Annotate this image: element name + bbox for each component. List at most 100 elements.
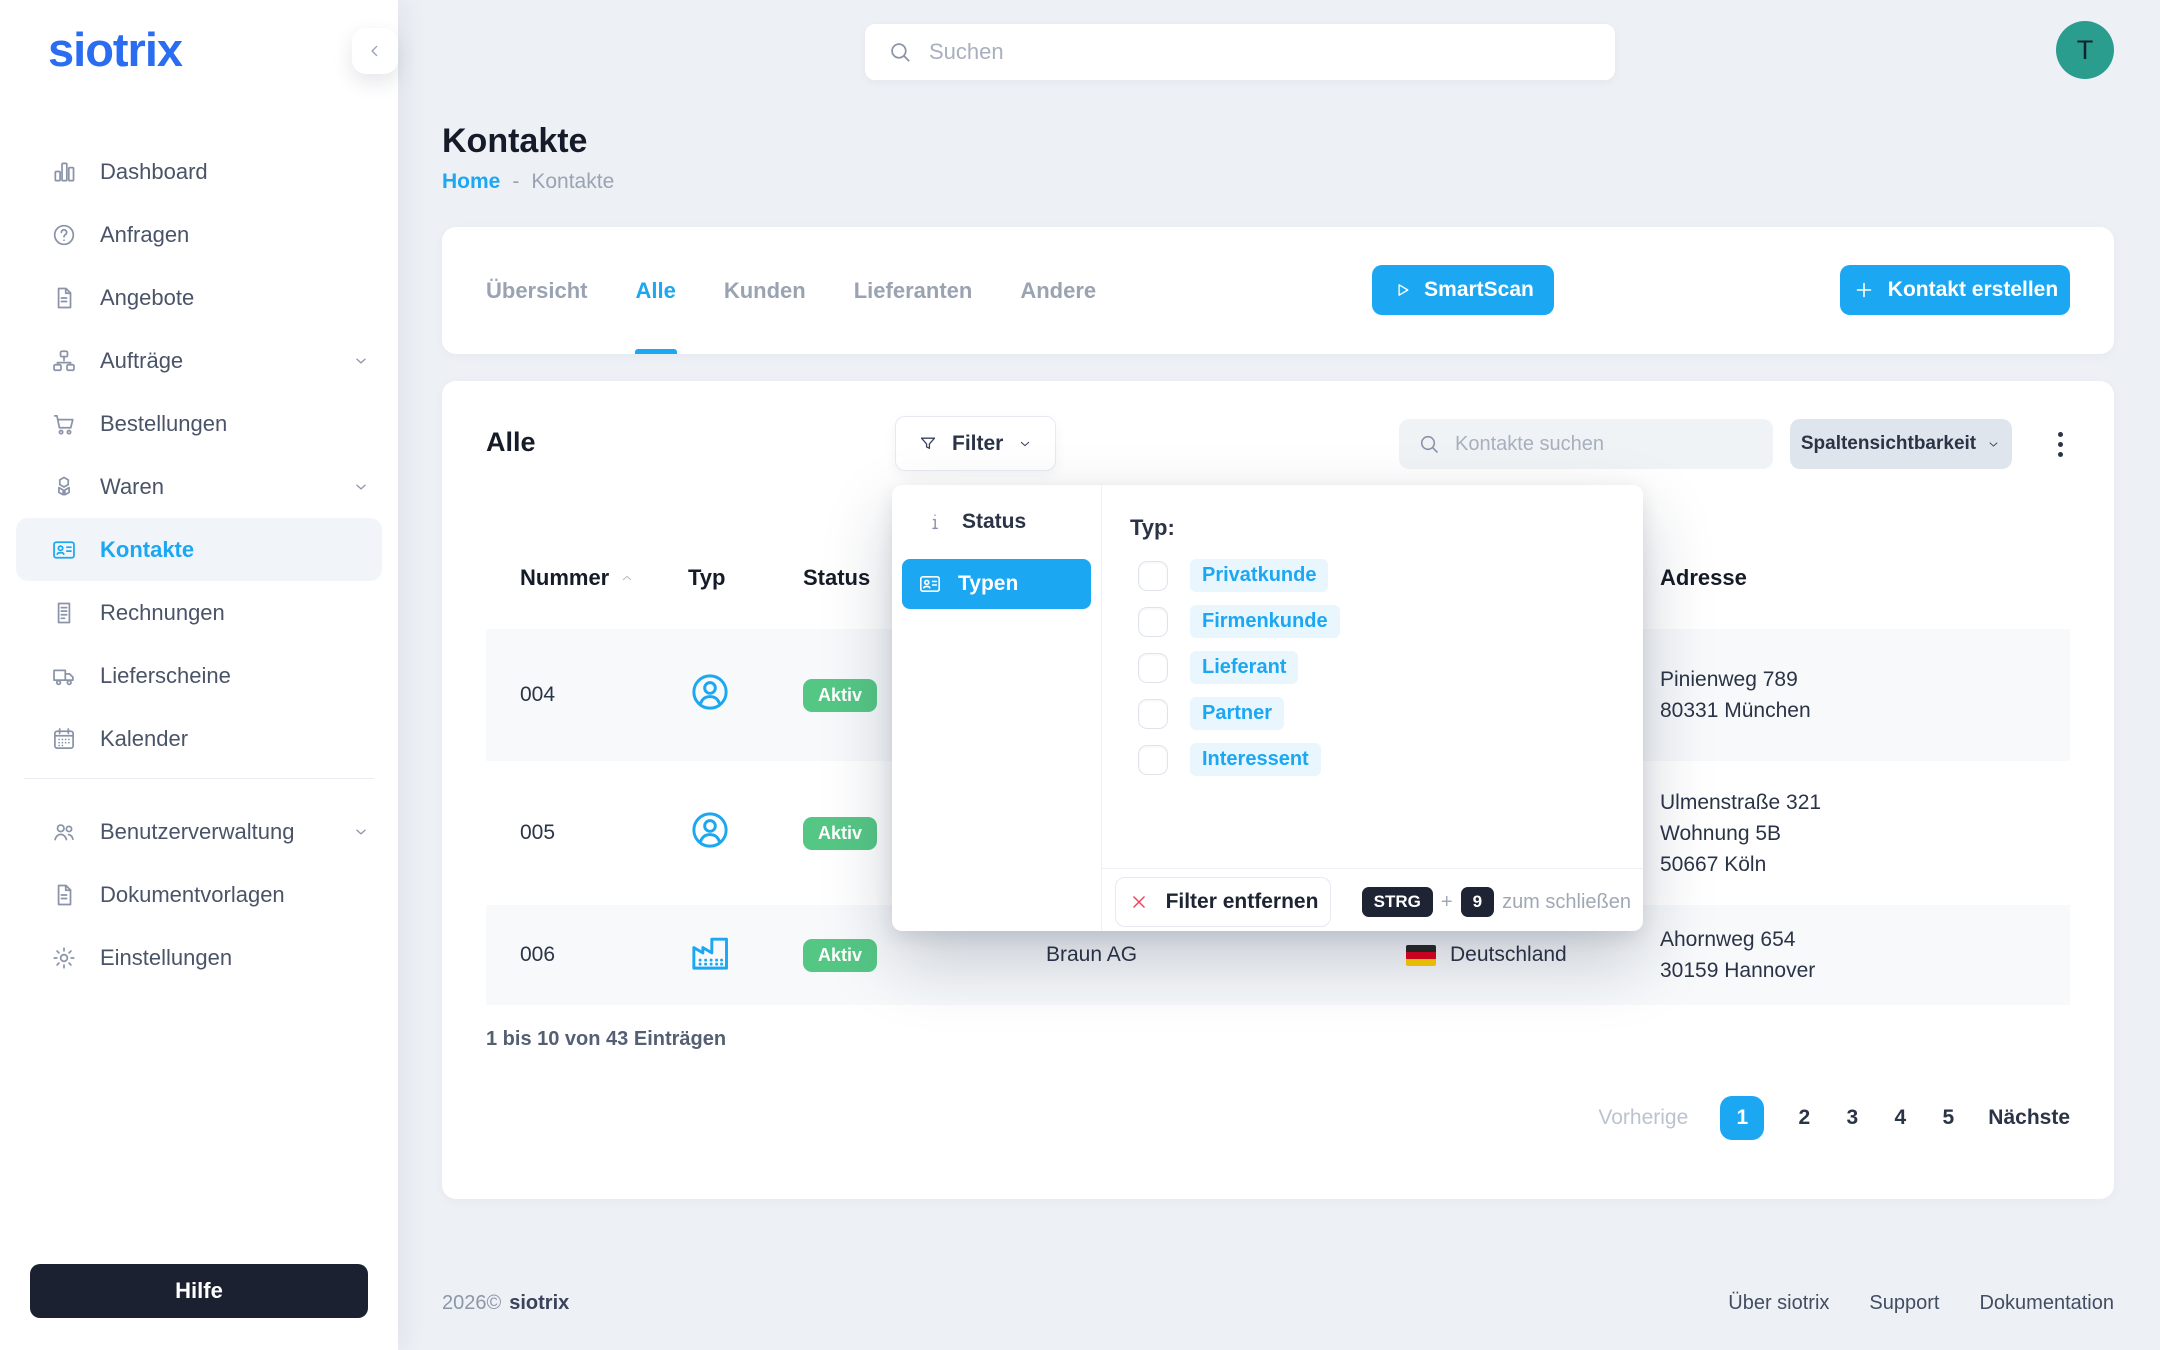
contacts-search-input[interactable] <box>1455 432 1755 456</box>
footer-link-dokumentation[interactable]: Dokumentation <box>1979 1292 2114 1314</box>
column-visibility-button[interactable]: Spaltensichtbarkeit <box>1790 419 2012 469</box>
column-header-status: Status <box>803 564 871 590</box>
sidebar-nav-secondary: Benutzerverwaltung Dokumentvorlagen Einste… <box>0 800 398 989</box>
filter-option-partner[interactable]: Partner <box>1138 697 1340 730</box>
sort-asc-icon <box>619 570 635 586</box>
filter-menu-status[interactable]: Status <box>902 497 1091 547</box>
tab-lieferanten[interactable]: Lieferanten <box>853 277 973 303</box>
footer-link--ber-siotrix[interactable]: Über siotrix <box>1728 1292 1830 1314</box>
global-search <box>865 24 1615 80</box>
pagination-prev[interactable]: Vorherige <box>1598 1106 1689 1129</box>
sidebar-item-auftr-ge[interactable]: Aufträge <box>0 329 398 392</box>
sidebar-item-einstellungen[interactable]: Einstellungen <box>0 926 398 989</box>
x-icon <box>1128 891 1150 913</box>
sidebar-collapse-button[interactable] <box>352 28 398 74</box>
sidebar-item-dashboard[interactable]: Dashboard <box>0 140 398 203</box>
checkbox[interactable] <box>1138 744 1168 775</box>
entries-count: 1 bis 10 von 43 Einträgen <box>486 1028 727 1050</box>
pagination-page-1[interactable]: 1 <box>1720 1096 1765 1140</box>
create-contact-button[interactable]: Kontakt erstellen <box>1840 265 2070 315</box>
help-button[interactable]: Hilfe <box>30 1264 368 1318</box>
page-footer: 2026© siotrix Über siotrix Support Dokument… <box>442 1292 2114 1315</box>
cell-adresse: Pinienweg 789 80331 München <box>1660 668 1811 722</box>
plus-icon <box>1852 278 1876 302</box>
sidebar-divider <box>24 778 374 779</box>
chevron-left-icon <box>365 41 385 61</box>
global-search-input[interactable] <box>929 39 1593 65</box>
key-strg: STRG <box>1361 887 1433 917</box>
pagination-next[interactable]: Nächste <box>1988 1106 2070 1129</box>
pagination-page-2[interactable]: 2 <box>1798 1106 1811 1129</box>
chevron-down-icon <box>352 352 370 370</box>
status-badge: Aktiv <box>803 938 878 972</box>
shortcut-hint: STRG + 9 zum schließen <box>1361 887 1631 917</box>
germany-flag-icon <box>1406 944 1436 966</box>
column-header-typ: Typ <box>688 564 726 590</box>
more-options-button[interactable] <box>2040 417 2080 471</box>
funnel-icon <box>918 434 938 454</box>
checkbox[interactable] <box>1138 606 1168 637</box>
sidebar-nav-main: Dashboard Anfragen Angebote Aufträge Bestell… <box>0 140 398 770</box>
tab--bersicht[interactable]: Übersicht <box>486 277 588 303</box>
footer-links: Über siotrix Support Dokumentation <box>1728 1292 2114 1315</box>
pagination-page-5[interactable]: 5 <box>1942 1106 1955 1129</box>
cell-land: Deutschland <box>1406 943 1660 967</box>
cell-name: Braun AG <box>1046 943 1138 966</box>
factory-icon <box>688 930 732 974</box>
tab-kunden[interactable]: Kunden <box>723 277 806 303</box>
sidebar-item-kontakte[interactable]: Kontakte <box>16 518 382 581</box>
bar-chart-icon <box>50 158 78 186</box>
sidebar-item-bestellungen[interactable]: Bestellungen <box>0 392 398 455</box>
page-title: Kontakte <box>442 122 588 160</box>
key-9: 9 <box>1460 887 1495 917</box>
status-badge: Aktiv <box>803 816 878 850</box>
table-row-005[interactable]: 005 Aktiv Ulmenstraße 321 Wohnung 5B 50667 K… <box>486 761 2070 905</box>
user-avatar[interactable]: T <box>2056 21 2114 79</box>
question-circle-icon <box>50 221 78 249</box>
cell-typ <box>688 808 803 858</box>
table-heading: Alle <box>486 427 536 457</box>
filter-menu-typen[interactable]: Typen <box>902 559 1091 609</box>
sidebar-item-angebote[interactable]: Angebote <box>0 266 398 329</box>
search-icon <box>887 39 913 65</box>
footer-link-support[interactable]: Support <box>1869 1292 1940 1314</box>
invoice-icon <box>50 599 78 627</box>
sidebar-item-dokumentvorlagen[interactable]: Dokumentvorlagen <box>0 863 398 926</box>
info-icon <box>924 511 946 533</box>
status-badge: Aktiv <box>803 678 878 712</box>
remove-filter-button[interactable]: Filter entfernen <box>1115 877 1331 927</box>
sidebar-item-benutzerverwaltung[interactable]: Benutzerverwaltung <box>0 800 398 863</box>
checkbox[interactable] <box>1138 560 1168 591</box>
sidebar-item-waren[interactable]: Waren <box>0 455 398 518</box>
pagination-page-3[interactable]: 3 <box>1846 1106 1859 1129</box>
filter-panel-title: Typ: <box>1130 515 1175 540</box>
users-icon <box>50 818 78 846</box>
cell-nummer: 004 <box>520 683 556 706</box>
tabs-card: Übersicht Alle Kunden Lieferanten Andere Sma… <box>442 227 2114 354</box>
sidebar-item-anfragen[interactable]: Anfragen <box>0 203 398 266</box>
sidebar-item-lieferscheine[interactable]: Lieferscheine <box>0 644 398 707</box>
column-header-nummer[interactable]: Nummer <box>520 565 688 591</box>
filter-button[interactable]: Filter <box>895 416 1057 471</box>
tab-bar: Übersicht Alle Kunden Lieferanten Andere <box>486 227 1096 354</box>
orgchart-icon <box>50 347 78 375</box>
pagination-page-4[interactable]: 4 <box>1894 1106 1907 1129</box>
filter-option-lieferant[interactable]: Lieferant <box>1138 651 1340 684</box>
filter-option-firmenkunde[interactable]: Firmenkunde <box>1138 605 1340 638</box>
sidebar-item-kalender[interactable]: Kalender <box>0 707 398 770</box>
cubes-icon <box>50 473 78 501</box>
filter-option-interessent[interactable]: Interessent <box>1138 743 1340 776</box>
contact-card-icon <box>50 536 78 564</box>
tab-andere[interactable]: Andere <box>1020 277 1097 303</box>
tab-alle[interactable]: Alle <box>635 227 675 354</box>
breadcrumb-home-link[interactable]: Home <box>442 170 501 193</box>
sidebar-item-rechnungen[interactable]: Rechnungen <box>0 581 398 644</box>
checkbox[interactable] <box>1138 652 1168 683</box>
cell-status: Aktiv <box>803 678 1046 712</box>
app-logo: siotrix <box>48 23 183 76</box>
smartscan-button[interactable]: SmartScan <box>1372 265 1554 315</box>
filter-option-privatkunde[interactable]: Privatkunde <box>1138 559 1340 592</box>
checkbox[interactable] <box>1138 698 1168 729</box>
breadcrumb-current: Kontakte <box>531 170 615 193</box>
person-circle-icon <box>688 670 732 714</box>
